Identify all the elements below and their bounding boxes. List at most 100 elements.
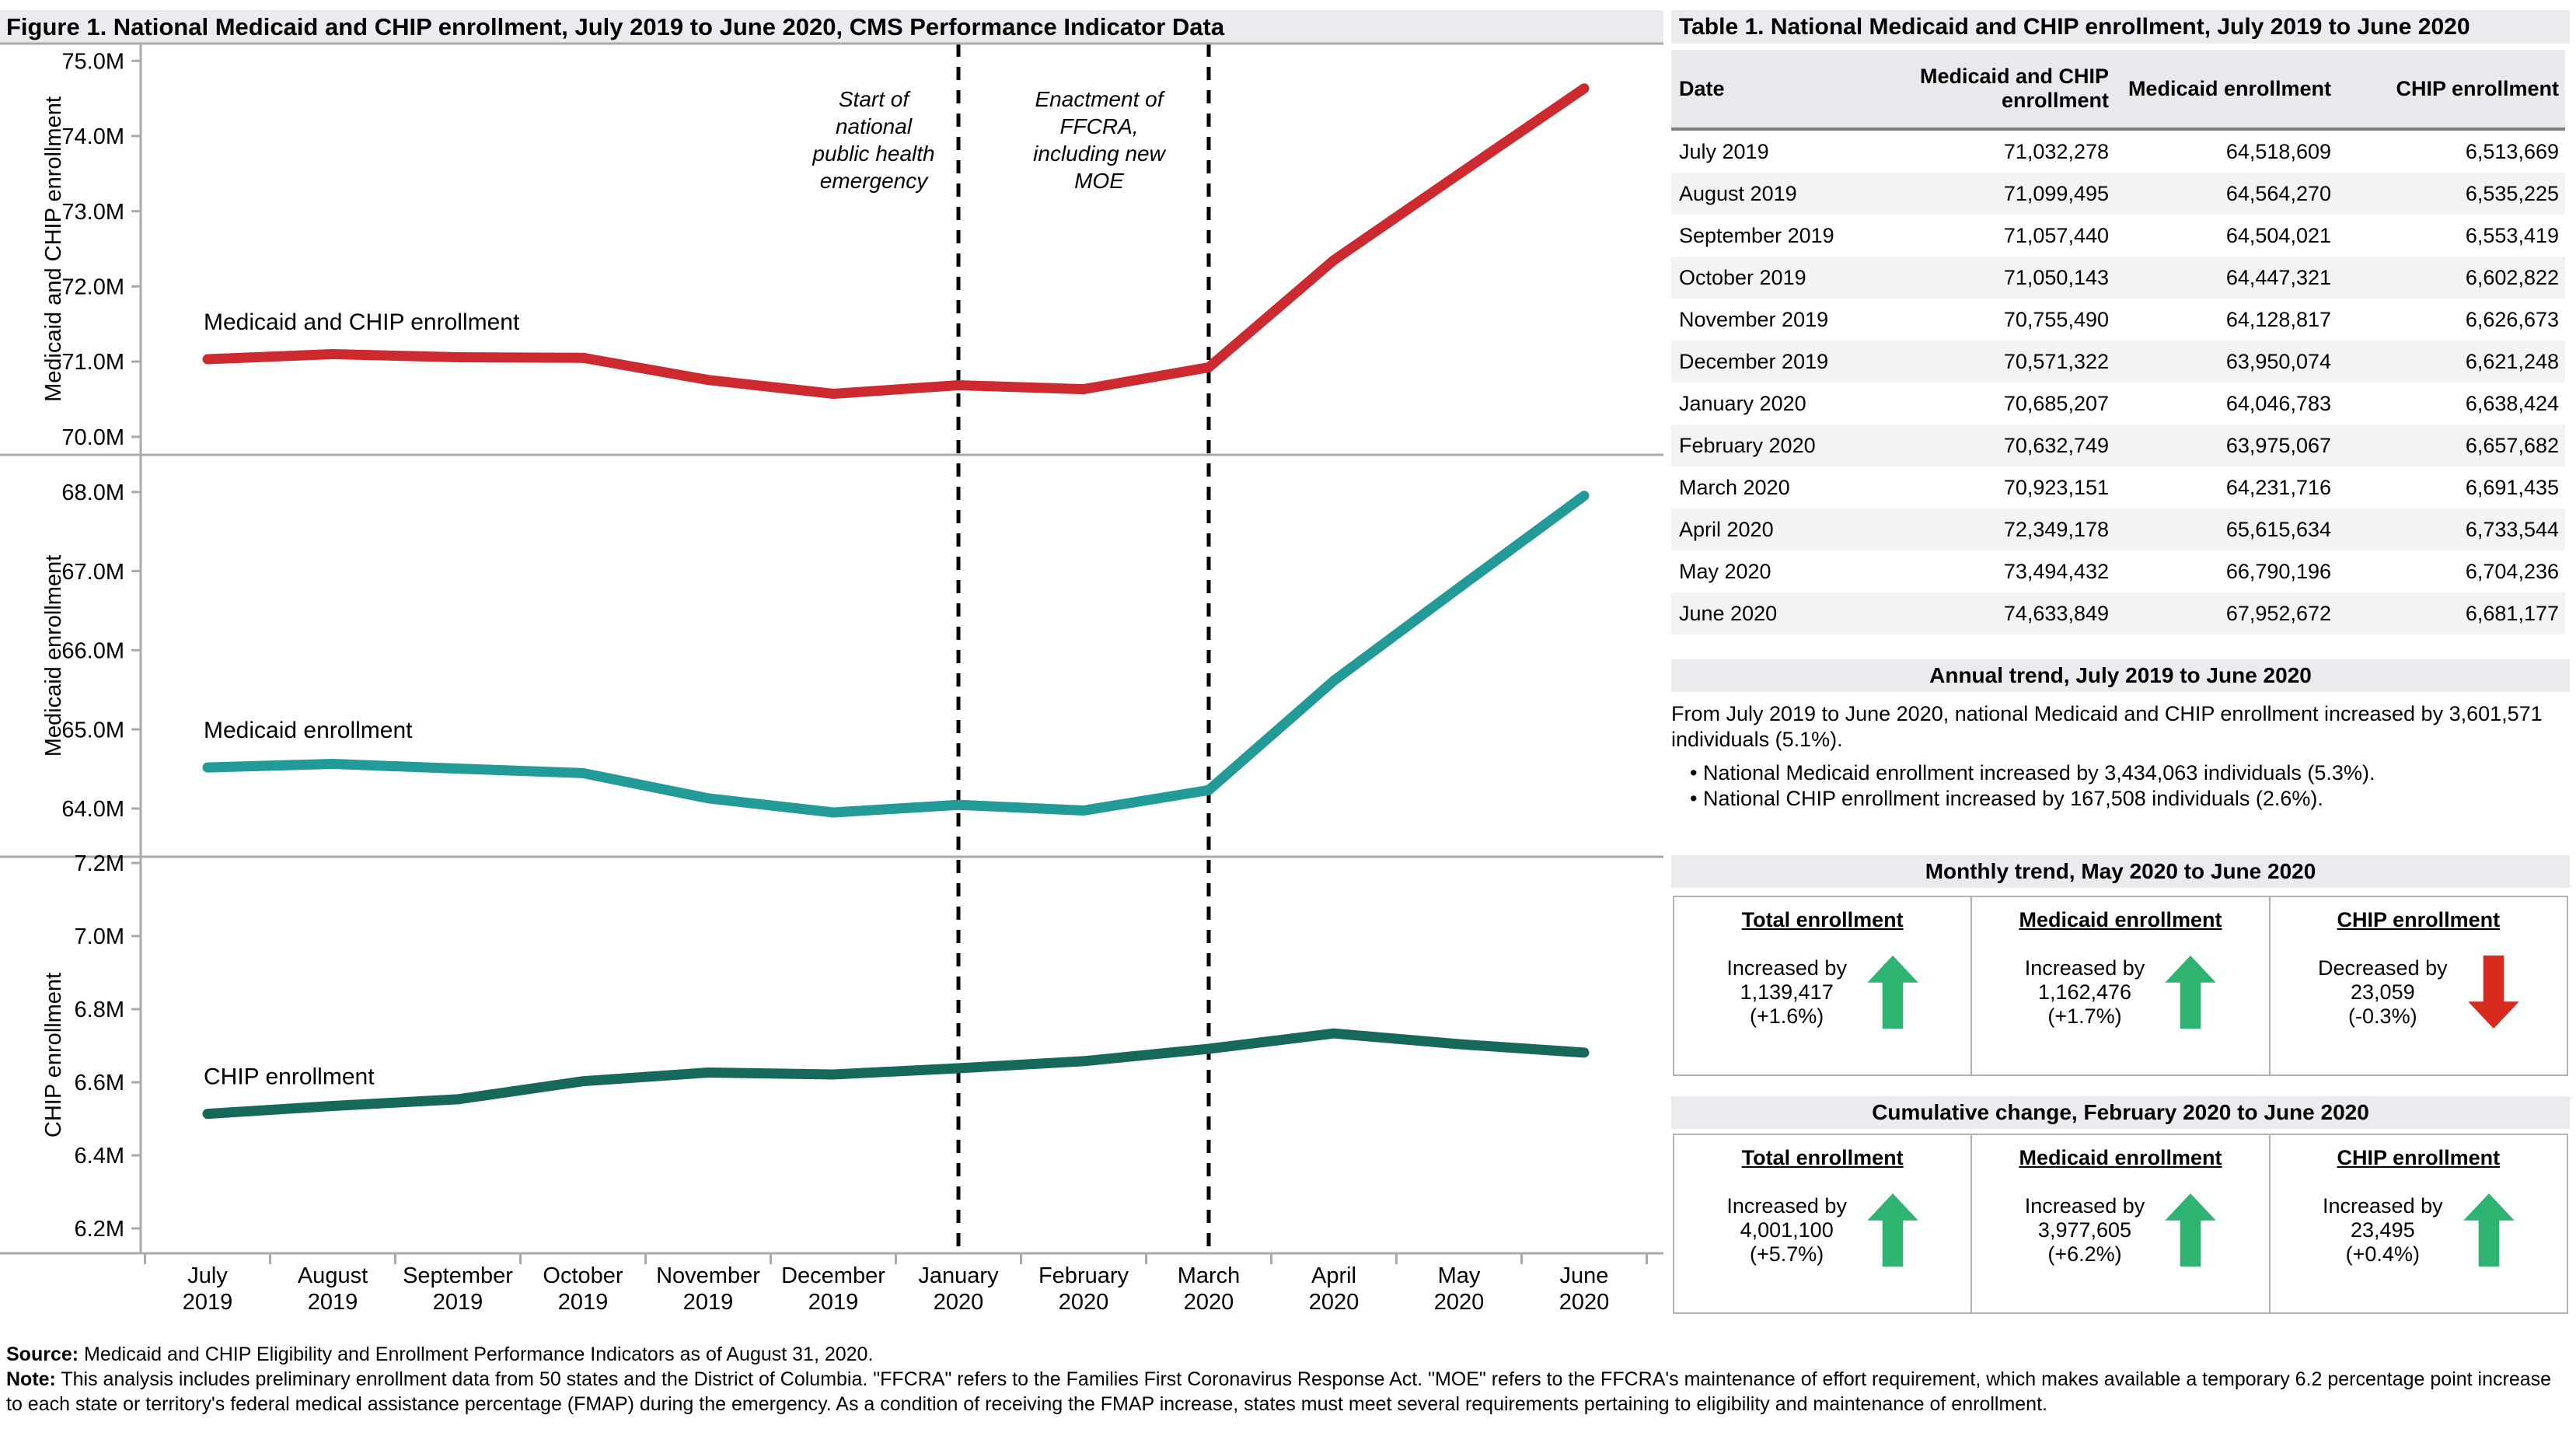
y-axis-tick-label: 6.6M [75, 1071, 124, 1095]
annual-trend-bullets: • National Medicaid enrollment increased… [1671, 760, 2570, 812]
up-arrow-icon [2165, 1193, 2216, 1267]
series-line [202, 1028, 1590, 1120]
table-row: May 2020 73,494,432 66,790,196 6,704,236 [1671, 550, 2565, 592]
cumulative-change-cards: Total enrollment Increased by 4,001,100 (+5… [1673, 1134, 2568, 1314]
table-cell: January 2020 [1679, 391, 1806, 415]
table-cell: 71,050,143 [2003, 265, 2109, 289]
table-cell: 6,733,544 [2465, 517, 2559, 541]
source-text: Medicaid and CHIP Eligibility and Enroll… [79, 1343, 874, 1365]
table-cell: 70,755,490 [2003, 307, 2109, 331]
series-label: CHIP enrollment [204, 1064, 375, 1090]
series-line [202, 491, 1590, 818]
table-row: August 2019 71,099,495 64,564,270 6,535,225 [1671, 173, 2565, 215]
x-axis-year-label: 2019 [308, 1290, 358, 1315]
note-label: Note: [6, 1368, 56, 1390]
table-cell: 64,518,609 [2225, 139, 2331, 163]
table-cell: 6,602,822 [2465, 265, 2559, 289]
trend-card-text: Increased by 3,977,605 (+6.2%) [2024, 1193, 2145, 1266]
y-axis-tick-label: 7.0M [75, 924, 124, 949]
x-axis-year-label: 2019 [183, 1290, 233, 1315]
x-axis-month-label: March [1178, 1263, 1241, 1288]
cumulative-change-header: Cumulative change, February 2020 to June… [1671, 1096, 2570, 1129]
table-cell: 70,571,322 [2003, 349, 2109, 373]
table-cell: 6,553,419 [2465, 223, 2559, 247]
enrollment-table-body: July 2019 71,032,278 64,518,609 6,513,669 Au… [1671, 131, 2565, 634]
x-axis-month-label: October [543, 1263, 623, 1288]
enrollment-line-charts: 75.0M 74.0M 73.0M 72.0M 71.0M 70.0M Medicaid a… [0, 42, 1663, 1315]
table-cell: November 2019 [1679, 307, 1829, 331]
table-cell: 66,790,196 [2225, 559, 2331, 583]
table-cell: December 2019 [1679, 349, 1829, 373]
y-axis-tick-label: 7.2M [75, 851, 124, 876]
up-arrow-icon [1867, 1193, 1918, 1267]
table-cell: 73,494,432 [2003, 559, 2109, 583]
y-axis-title: Medicaid and CHIP enrollment [41, 96, 66, 402]
table-cell: 72,349,178 [2003, 517, 2109, 541]
y-axis-title: CHIP enrollment [41, 973, 66, 1137]
x-axis-year-label: 2020 [934, 1290, 984, 1315]
annual-trend-bullet: • National CHIP enrollment increased by … [1690, 787, 2323, 810]
y-axis-tick-label: 6.4M [75, 1144, 124, 1169]
trend-card-text: Increased by 1,139,417 (+1.6%) [1726, 956, 1847, 1028]
table-cell: 6,535,225 [2465, 181, 2559, 205]
x-axis-year-label: 2020 [1559, 1290, 1610, 1315]
trend-card: Medicaid enrollment Increased by 3,977,605… [1972, 1135, 2271, 1312]
series-label: Medicaid enrollment [204, 718, 413, 743]
x-axis-month-label: February [1038, 1263, 1129, 1288]
table-cell: 6,657,682 [2465, 433, 2559, 457]
table-cell: 6,691,435 [2465, 475, 2559, 499]
annual-trend-header: Annual trend, July 2019 to June 2020 [1671, 659, 2570, 692]
x-axis-year-label: 2020 [1309, 1290, 1360, 1315]
y-axis-tick-label: 64.0M [61, 797, 124, 822]
event-annotation-line: Start of [839, 87, 911, 111]
event-annotation-line: emergency [820, 169, 930, 193]
annual-trend-bullet: • National Medicaid enrollment increased… [1690, 761, 2375, 784]
trend-card-header: CHIP enrollment [2337, 1146, 2501, 1169]
y-axis-tick-label: 66.0M [61, 639, 124, 664]
x-axis-month-label: December [781, 1263, 885, 1288]
y-axis-tick-label: 65.0M [61, 718, 124, 742]
table-cell: 63,975,067 [2225, 433, 2331, 457]
y-axis-tick-label: 75.0M [61, 49, 124, 74]
table-row: February 2020 70,632,749 63,975,067 6,657,6… [1671, 425, 2565, 466]
x-axis-month-label: May [1438, 1263, 1481, 1288]
table-cell: 6,621,248 [2465, 349, 2559, 373]
down-arrow-icon [2467, 956, 2519, 1029]
y-axis-tick-label: 6.8M [75, 998, 124, 1022]
annual-trend-paragraph: From July 2019 to June 2020, national Me… [1671, 702, 2543, 751]
y-axis-title: Medicaid enrollment [41, 555, 66, 757]
note-line: Note: This analysis includes preliminary… [6, 1367, 2570, 1417]
up-arrow-icon [2463, 1193, 2515, 1267]
table-row: June 2020 74,633,849 67,952,672 6,681,177 [1671, 592, 2565, 634]
y-axis-tick-label: 73.0M [61, 200, 124, 225]
trend-card-header: Medicaid enrollment [2019, 1146, 2222, 1169]
event-annotation-line: national [836, 114, 913, 138]
table-row: October 2019 71,050,143 64,447,321 6,602,82… [1671, 257, 2565, 299]
y-axis-tick-label: 70.0M [61, 425, 124, 450]
x-axis-year-label: 2019 [808, 1290, 859, 1315]
table-cell: 64,128,817 [2225, 307, 2331, 331]
table-row: January 2020 70,685,207 64,046,783 6,638,42… [1671, 383, 2565, 425]
series-line [202, 83, 1590, 399]
table-cell: 64,564,270 [2225, 181, 2331, 205]
trend-card-header: Total enrollment [1741, 1146, 1904, 1169]
x-axis-month-label: November [656, 1263, 760, 1288]
trend-card: Total enrollment Increased by 4,001,100 (+5… [1674, 1135, 1973, 1312]
x-axis-year-label: 2019 [558, 1290, 609, 1315]
monthly-trend-cards: Total enrollment Increased by 1,139,417 (+1… [1673, 896, 2568, 1076]
trend-card-header: Medicaid enrollment [2019, 908, 2222, 931]
table-cell: 6,704,236 [2465, 559, 2559, 583]
source-label: Source: [6, 1343, 79, 1365]
table-cell: 6,626,673 [2465, 307, 2559, 331]
y-axis-tick-label: 6.2M [75, 1217, 124, 1242]
table-title: Table 1. National Medicaid and CHIP enro… [1671, 10, 2570, 44]
note-text: This analysis includes preliminary enrol… [6, 1368, 2552, 1415]
trend-card: CHIP enrollment Decreased by 23,059 (-0.3%) [2271, 897, 2567, 1074]
table-header-chip: CHIP enrollment [2396, 76, 2559, 100]
table-cell: March 2020 [1679, 475, 1790, 499]
figure-title: Figure 1. National Medicaid and CHIP enr… [0, 10, 1663, 44]
x-axis-month-label: June [1560, 1263, 1609, 1288]
table-cell: May 2020 [1679, 559, 1771, 583]
x-axis-year-label: 2020 [1184, 1290, 1234, 1315]
